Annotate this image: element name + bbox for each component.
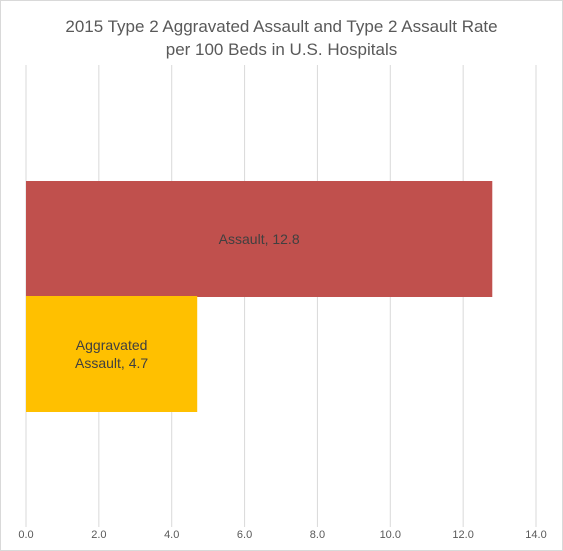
x-tick-label: 0.0: [18, 529, 33, 541]
x-tick-label: 14.0: [525, 529, 546, 541]
data-label: Aggravated: [76, 337, 148, 353]
bar-aggravated-assault: [26, 296, 198, 412]
x-tick-label: 8.0: [310, 529, 325, 541]
chart-title: 2015 Type 2 Aggravated Assault and Type …: [1, 15, 562, 61]
x-tick-label: 2.0: [91, 529, 106, 541]
data-label: Assault, 4.7: [75, 355, 148, 371]
chart-title-line-1: 2015 Type 2 Aggravated Assault and Type …: [65, 17, 498, 36]
x-tick-label: 10.0: [380, 529, 401, 541]
data-label: Assault, 12.8: [219, 231, 300, 247]
x-tick-label: 4.0: [164, 529, 179, 541]
x-tick-label: 6.0: [237, 529, 252, 541]
bar-assault: [26, 181, 493, 297]
x-tick-label: 12.0: [452, 529, 473, 541]
chart-title-line-2: per 100 Beds in U.S. Hospitals: [165, 40, 398, 59]
